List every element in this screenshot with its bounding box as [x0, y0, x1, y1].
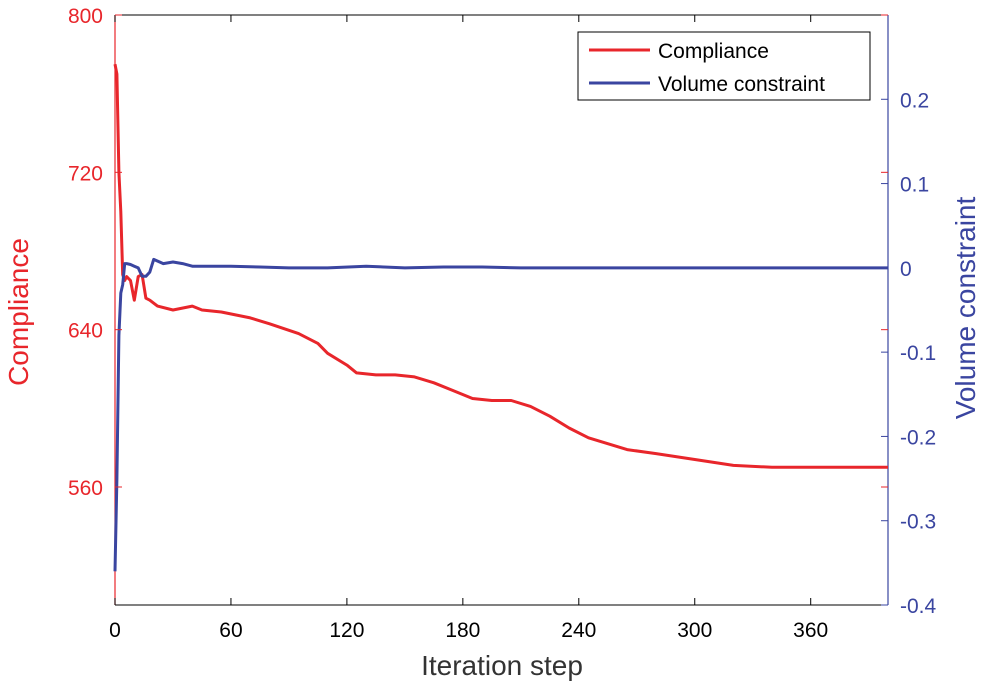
- legend-label-volume-constraint: Volume constraint: [658, 73, 825, 96]
- x-axis-title: Iteration step: [421, 650, 583, 681]
- legend-label-compliance: Compliance: [658, 40, 769, 63]
- right-tick-label: 0.2: [900, 89, 929, 112]
- x-tick-label: 360: [793, 619, 828, 642]
- right-tick-label: 0.1: [900, 174, 929, 197]
- right-tick-label: -0.1: [900, 342, 936, 365]
- x-tick-label: 0: [109, 619, 121, 642]
- x-tick-label: 300: [677, 619, 712, 642]
- left-tick-label: 800: [68, 5, 103, 28]
- series-line-volume-constraint: [113, 257, 888, 572]
- left-tick-label: 720: [68, 162, 103, 185]
- plot-frame: [114, 14, 889, 606]
- right-tick-label: -0.3: [900, 511, 936, 534]
- left-tick-label: 640: [68, 320, 103, 343]
- right-tick-label: -0.4: [900, 595, 937, 618]
- legend: Compliance Volume constraint: [577, 31, 871, 101]
- x-tick-label: 180: [445, 619, 480, 642]
- left-tick-label: 560: [68, 477, 103, 500]
- right-tick-label: 0: [900, 258, 912, 281]
- legend-box: [577, 31, 871, 101]
- right-tick-label: -0.2: [900, 426, 936, 449]
- x-tick-label: 240: [561, 619, 596, 642]
- x-tick-label: 60: [219, 619, 242, 642]
- series-layer: [113, 63, 888, 572]
- ticks-layer: 0 60 120 180 240 300 360 560 640 720 800 -0.4 -0.3 -0…: [68, 5, 937, 642]
- series-line-compliance: [113, 63, 888, 469]
- right-axis-title: Volume constraint: [950, 197, 981, 420]
- x-tick-label: 120: [329, 619, 364, 642]
- left-axis-title: Compliance: [3, 238, 34, 386]
